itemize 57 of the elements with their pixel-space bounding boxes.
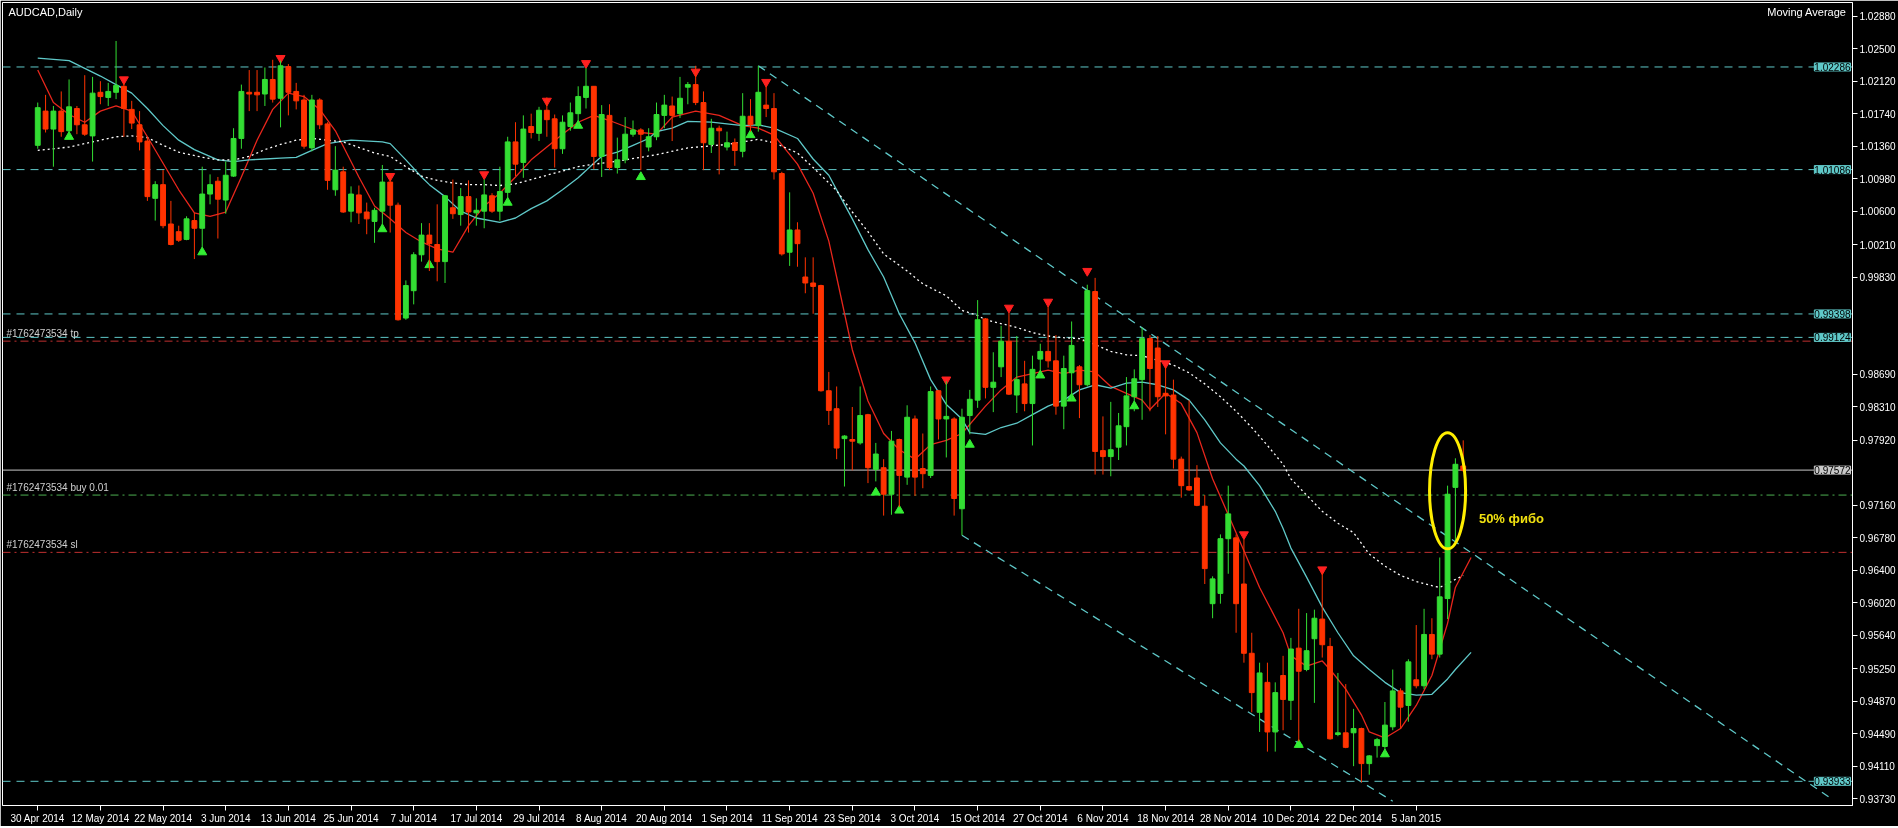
chart-title: AUDCAD,Daily bbox=[8, 5, 83, 18]
y-tick-label: 1.00980 bbox=[1859, 173, 1897, 185]
x-tick-label: 13 Jun 2014 bbox=[260, 812, 317, 824]
x-tick-label: 20 Aug 2014 bbox=[635, 812, 693, 824]
y-tick-label: 1.01360 bbox=[1859, 141, 1897, 153]
y-tick-label: 1.02880 bbox=[1859, 11, 1897, 23]
annotation: Moving Average bbox=[1767, 5, 1846, 18]
y-tick-label: 1.01740 bbox=[1859, 108, 1897, 120]
y-tick-label: 0.94870 bbox=[1859, 696, 1897, 708]
y-tick-label: 0.96780 bbox=[1859, 532, 1897, 544]
x-tick-label: 27 Oct 2014 bbox=[1013, 812, 1068, 824]
x-tick-label: 15 Oct 2014 bbox=[950, 812, 1006, 824]
x-tick-label: 28 Nov 2014 bbox=[1199, 812, 1258, 824]
x-tick-label: 6 Nov 2014 bbox=[1077, 812, 1129, 824]
ref-line-label: 0.99124 bbox=[1814, 332, 1851, 344]
ref-line-label: #1762473534 tp bbox=[6, 328, 80, 340]
x-tick-label: 3 Oct 2014 bbox=[890, 812, 940, 824]
x-tick-label: 23 Sep 2014 bbox=[823, 812, 882, 824]
y-tick-label: 1.02120 bbox=[1859, 76, 1897, 88]
x-tick-label: 3 Jun 2014 bbox=[200, 812, 251, 824]
x-tick-label: 12 May 2014 bbox=[71, 812, 130, 824]
y-tick-label: 0.97160 bbox=[1859, 500, 1897, 512]
x-tick-label: 30 Apr 2014 bbox=[10, 812, 65, 824]
y-tick-label: 1.00600 bbox=[1859, 206, 1897, 218]
ref-line-label: #1762473534 sl bbox=[6, 539, 78, 551]
x-tick-label: 25 Jun 2014 bbox=[323, 812, 379, 824]
y-tick-label: 0.95250 bbox=[1859, 663, 1897, 675]
y-tick-label: 0.96400 bbox=[1859, 565, 1897, 577]
y-tick-label: 1.00210 bbox=[1859, 239, 1897, 251]
y-tick-label: 0.97920 bbox=[1859, 435, 1897, 447]
x-tick-label: 17 Jul 2014 bbox=[450, 812, 503, 824]
y-tick-label: 1.02500 bbox=[1859, 43, 1897, 55]
ref-line-label: 1.01086 bbox=[1814, 164, 1851, 176]
y-tick-label: 0.93730 bbox=[1859, 793, 1897, 805]
x-tick-label: 7 Jul 2014 bbox=[390, 812, 438, 824]
y-tick-label: 0.99830 bbox=[1859, 272, 1897, 284]
x-tick-label: 10 Dec 2014 bbox=[1262, 812, 1320, 824]
x-tick-label: 8 Aug 2014 bbox=[576, 812, 628, 824]
annotation: 50% фибо bbox=[1478, 511, 1544, 527]
x-tick-label: 22 May 2014 bbox=[134, 812, 193, 824]
y-tick-label: 0.98310 bbox=[1859, 401, 1897, 413]
x-tick-label: 22 Dec 2014 bbox=[1325, 812, 1383, 824]
ref-line-label: 1.02286 bbox=[1814, 61, 1851, 73]
ref-line-label: #1762473534 buy 0.01 bbox=[6, 482, 110, 494]
ref-line-label: 0.97572 bbox=[1814, 465, 1851, 477]
x-tick-label: 11 Sep 2014 bbox=[761, 812, 819, 824]
y-tick-label: 0.94110 bbox=[1859, 761, 1896, 773]
y-tick-label: 0.94490 bbox=[1859, 728, 1897, 740]
y-tick-label: 0.96020 bbox=[1859, 597, 1897, 609]
y-tick-label: 0.95640 bbox=[1859, 630, 1897, 642]
y-tick-label: 0.98690 bbox=[1859, 369, 1897, 381]
x-tick-label: 29 Jul 2014 bbox=[513, 812, 566, 824]
ref-line-label: 0.99398 bbox=[1814, 308, 1851, 320]
x-tick-label: 1 Sep 2014 bbox=[701, 812, 754, 824]
x-tick-label: 5 Jan 2015 bbox=[1391, 812, 1442, 824]
ref-line-label: 0.93933 bbox=[1814, 776, 1851, 788]
x-tick-label: 18 Nov 2014 bbox=[1137, 812, 1195, 824]
